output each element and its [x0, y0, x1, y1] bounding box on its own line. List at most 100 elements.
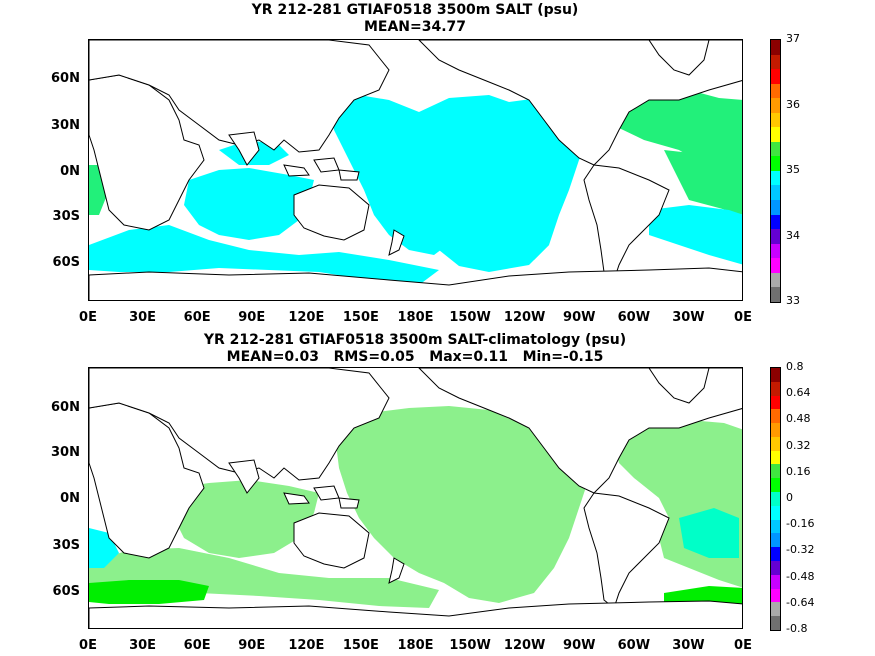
colorbar-tick-label: 33	[786, 294, 800, 307]
colorbar-swatch	[771, 492, 780, 506]
panel1-lon-label: 90W	[563, 310, 596, 325]
panel1-lat-label: 30S	[52, 209, 80, 224]
colorbar-tick-label: -0.48	[786, 569, 815, 583]
south-america-landmass	[583, 492, 670, 609]
indonesia-islands	[283, 485, 360, 509]
panel2-lat-label: 30S	[52, 538, 80, 553]
colorbar-tick-label: 34	[786, 228, 800, 242]
africa-landmass	[89, 402, 205, 559]
south-america-landmass	[583, 164, 670, 281]
colorbar-swatch	[771, 185, 780, 201]
panel2-lon-label: 150E	[342, 638, 379, 653]
diff-region-atlantic-teal	[679, 508, 739, 558]
colorbar-tick-label: 0.64	[786, 386, 811, 400]
colorbar-swatch	[771, 519, 780, 534]
colorbar-swatch	[771, 602, 780, 617]
eurasia-landmass	[89, 40, 390, 153]
panel2-lon-label: 30W	[672, 638, 705, 653]
eurasia-landmass	[89, 368, 390, 481]
panel2-lon-label: 30E	[129, 638, 157, 653]
panel1-lon-label: 120E	[288, 310, 325, 325]
salinity-map	[88, 39, 743, 301]
colorbar-tick-label: 0.8	[786, 360, 804, 373]
panel1-lat-label: 30N	[51, 118, 80, 133]
panel1-title-line1: YR 212-281 GTIAF0518 3500m SALT (psu)	[251, 2, 579, 18]
colorbar-swatch	[771, 616, 780, 630]
colorbar-swatch	[771, 69, 780, 84]
panel1-lat-label: 60S	[52, 255, 80, 270]
panel1-lon-label: 90E	[238, 310, 266, 325]
colorbar-tick-label: 35	[786, 163, 800, 176]
colorbar-swatch	[771, 200, 780, 215]
panel2-lon-label: 60E	[183, 638, 211, 653]
australia-landmass	[293, 512, 370, 569]
panel1-lon-label: 120W	[503, 310, 546, 325]
colorbar-swatch	[771, 243, 780, 259]
colorbar-swatch	[771, 588, 780, 603]
panel2-lat-label: 0N	[60, 491, 80, 506]
colorbar-swatch	[771, 127, 780, 142]
india-landmass	[228, 459, 260, 494]
panel2-lon-label: 60W	[617, 638, 651, 653]
salinity-difference-map	[88, 367, 743, 629]
coastline-map2	[89, 368, 742, 628]
colorbar-tick-label: -0.16	[786, 517, 815, 531]
diff-region-south-band	[89, 548, 439, 608]
panel1-colorbar	[770, 39, 781, 303]
colorbar-tick-label: -0.32	[786, 543, 815, 557]
panel1-lon-label: 30E	[129, 310, 157, 325]
panel2-title-line1: YR 212-281 GTIAF0518 3500m SALT-climatol…	[203, 332, 627, 348]
panel1-lon-label: 0E	[734, 310, 752, 325]
colorbar-swatch	[771, 258, 780, 273]
greenland-landmass	[648, 40, 710, 76]
colorbar-swatch	[771, 229, 780, 244]
panel2-lon-label: 0E	[734, 638, 752, 653]
colorbar-swatch	[771, 170, 780, 186]
panel1-lat-label: 0N	[60, 164, 80, 179]
colorbar-swatch	[771, 83, 780, 99]
panel2-lat-label: 30N	[51, 445, 80, 460]
colorbar-tick-label: -0.8	[786, 622, 808, 635]
panel1-lon-label: 30W	[672, 310, 705, 325]
colorbar-swatch	[771, 395, 780, 410]
colorbar-swatch	[771, 547, 780, 561]
colorbar-swatch	[771, 409, 780, 424]
panel2-lon-label: 120W	[503, 638, 546, 653]
panel2-lon-label: 120E	[288, 638, 325, 653]
colorbar-swatch	[771, 98, 780, 113]
salt-region-pacific-south	[439, 210, 549, 272]
panel2-lon-label: 180E	[397, 638, 434, 653]
colorbar-swatch	[771, 381, 780, 396]
panel2-lat-label: 60N	[51, 400, 80, 415]
colorbar-swatch	[771, 478, 780, 493]
colorbar-swatch	[771, 450, 780, 465]
coastline-map1	[89, 40, 742, 300]
panel2-lon-label: 150W	[449, 638, 491, 653]
colorbar-tick-label: 37	[786, 32, 800, 45]
panel1-title-line2: MEAN=34.77	[363, 19, 467, 35]
salt-region-tropical-atlantic	[664, 150, 742, 215]
colorbar-swatch	[771, 214, 780, 230]
colorbar-tick-label: 0.48	[786, 412, 811, 426]
colorbar-swatch	[771, 40, 780, 55]
diff-region-south-bright	[89, 580, 209, 604]
panel2-title-line2: MEAN=0.03 RMS=0.05 Max=0.11 Min=-0.15	[226, 349, 604, 365]
diff-region-pacific	[334, 406, 589, 603]
panel1-lon-label: 150E	[342, 310, 379, 325]
panel2-colorbar	[770, 367, 781, 631]
salt-region-south-indian	[89, 225, 439, 285]
panel2-lat-label: 60S	[52, 584, 80, 599]
antarctica-landmass	[89, 600, 742, 628]
colorbar-swatch	[771, 272, 780, 288]
panel2-lon-label: 0E	[79, 638, 97, 653]
colorbar-swatch	[771, 287, 780, 302]
colorbar-tick-label: 0.32	[786, 438, 811, 452]
panel1-lon-label: 60W	[617, 310, 651, 325]
difference-map-svg	[89, 406, 742, 610]
colorbar-tick-label: 0	[786, 491, 793, 504]
colorbar-swatch	[771, 423, 780, 437]
panel1-lat-label: 60N	[51, 71, 80, 86]
india-landmass	[228, 131, 260, 166]
colorbar-swatch	[771, 505, 780, 520]
colorbar-swatch	[771, 54, 780, 70]
